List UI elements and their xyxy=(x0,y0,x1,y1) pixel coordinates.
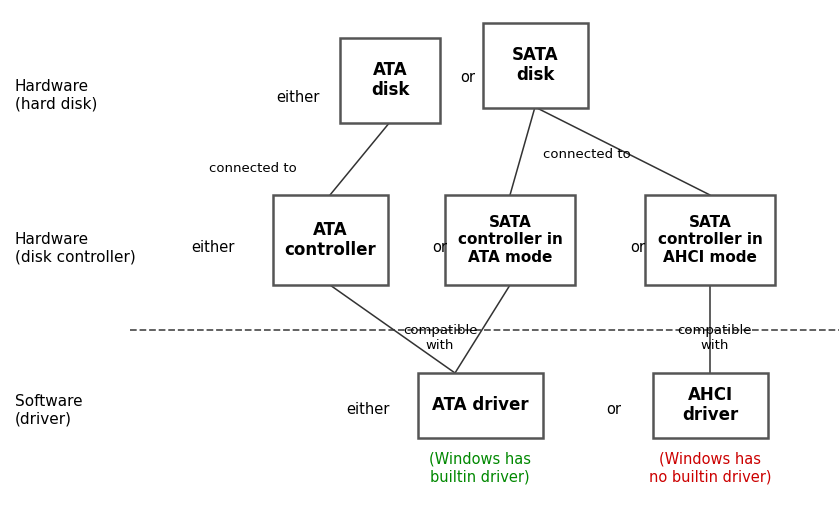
FancyBboxPatch shape xyxy=(340,38,440,123)
Text: either: either xyxy=(347,403,390,418)
Text: or: or xyxy=(432,241,447,255)
Text: or: or xyxy=(607,403,622,418)
Text: (Windows has
no builtin driver): (Windows has no builtin driver) xyxy=(649,452,771,484)
Text: Hardware
(disk controller): Hardware (disk controller) xyxy=(15,232,136,264)
FancyBboxPatch shape xyxy=(645,195,775,285)
Text: or: or xyxy=(461,71,476,85)
Text: AHCI
driver: AHCI driver xyxy=(682,386,738,424)
Text: either: either xyxy=(191,241,235,255)
FancyBboxPatch shape xyxy=(273,195,388,285)
Text: (Windows has
builtin driver): (Windows has builtin driver) xyxy=(429,452,531,484)
Text: compatible
with: compatible with xyxy=(678,324,753,352)
Text: either: either xyxy=(277,91,320,106)
FancyBboxPatch shape xyxy=(653,372,768,438)
Text: or: or xyxy=(630,241,645,255)
FancyBboxPatch shape xyxy=(418,372,543,438)
Text: connected to: connected to xyxy=(209,162,297,175)
Text: Hardware
(hard disk): Hardware (hard disk) xyxy=(15,79,97,111)
Text: compatible
with: compatible with xyxy=(403,324,477,352)
Text: SATA
controller in
ATA mode: SATA controller in ATA mode xyxy=(457,215,562,265)
Text: ATA
controller: ATA controller xyxy=(284,220,376,260)
Text: connected to: connected to xyxy=(543,148,631,162)
Text: Software
(driver): Software (driver) xyxy=(15,394,82,426)
Text: ATA
disk: ATA disk xyxy=(371,61,409,99)
Text: SATA
controller in
AHCI mode: SATA controller in AHCI mode xyxy=(658,215,763,265)
Text: SATA
disk: SATA disk xyxy=(512,46,558,84)
Text: ATA driver: ATA driver xyxy=(432,396,529,414)
FancyBboxPatch shape xyxy=(445,195,575,285)
FancyBboxPatch shape xyxy=(482,23,587,108)
